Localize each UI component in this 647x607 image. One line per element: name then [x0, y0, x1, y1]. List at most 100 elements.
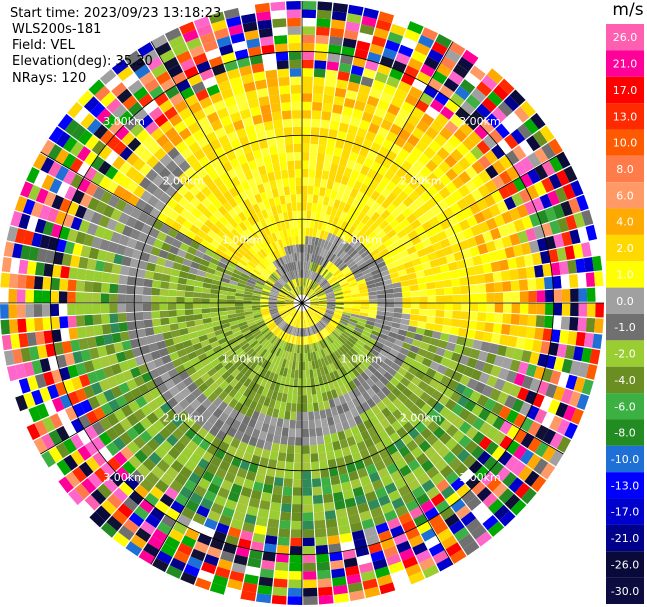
range-gate	[344, 497, 357, 508]
range-gate	[244, 332, 253, 340]
range-gate	[15, 394, 28, 412]
range-gate	[310, 300, 319, 303]
range-gate	[254, 524, 267, 535]
range-gate	[519, 303, 529, 314]
range-gate	[462, 540, 480, 556]
range-gate	[268, 264, 276, 272]
range-gate	[309, 143, 318, 153]
range-gate	[248, 462, 259, 474]
range-gate	[437, 339, 448, 350]
range-gate	[234, 430, 244, 441]
range-gate	[138, 336, 148, 347]
range-gate	[287, 351, 292, 361]
range-gate	[154, 446, 168, 459]
range-gate	[310, 297, 319, 301]
range-gate	[118, 382, 131, 395]
range-gate	[252, 383, 261, 393]
range-gate	[230, 437, 241, 449]
range-gate	[472, 431, 486, 445]
colorbar-tick-label: 26.0	[613, 31, 638, 44]
range-gate	[552, 275, 562, 289]
range-gate	[485, 426, 499, 441]
range-gate	[256, 183, 266, 194]
range-gate	[184, 303, 194, 310]
range-gate	[309, 436, 317, 446]
range-gate	[253, 314, 263, 319]
range-gate	[180, 387, 192, 398]
range-gate	[159, 296, 168, 303]
range-gate	[401, 255, 412, 264]
range-gate	[338, 239, 347, 249]
range-gate	[180, 58, 196, 72]
range-gate	[265, 245, 273, 254]
range-gate	[222, 273, 232, 280]
range-gate	[535, 315, 545, 328]
range-gate	[452, 294, 462, 303]
range-gate	[308, 361, 313, 370]
range-gate	[245, 249, 255, 259]
range-gate	[360, 165, 370, 176]
range-gate	[174, 255, 185, 265]
range-gate	[210, 316, 220, 323]
range-gate	[426, 466, 440, 479]
range-gate	[352, 240, 362, 250]
range-gate	[396, 202, 408, 213]
range-gate	[350, 287, 360, 293]
range-gate	[502, 471, 518, 488]
range-gate	[374, 256, 384, 265]
range-gate	[239, 276, 249, 282]
range-gate	[312, 351, 318, 361]
range-gate	[474, 381, 486, 394]
range-gate	[323, 94, 334, 104]
range-gate	[278, 409, 285, 419]
range-gate	[458, 354, 470, 366]
range-gate	[76, 268, 87, 281]
range-gate	[361, 381, 371, 391]
range-gate	[445, 411, 459, 424]
range-gate	[459, 374, 471, 387]
range-gate	[385, 298, 395, 303]
range-gate	[231, 562, 247, 574]
range-gate	[504, 134, 519, 150]
range-gate	[369, 264, 379, 272]
range-gate	[240, 486, 253, 498]
range-gate	[367, 426, 378, 438]
range-gate	[339, 263, 348, 272]
range-gate	[275, 280, 284, 288]
range-gate	[180, 147, 193, 160]
range-gate	[153, 325, 163, 335]
range-gate	[271, 442, 280, 453]
range-gate	[208, 169, 220, 181]
range-gate	[227, 365, 237, 375]
range-gate	[201, 303, 210, 309]
field-label: Field: VEL	[12, 38, 75, 53]
range-gate	[393, 532, 408, 546]
range-gate	[49, 413, 63, 429]
range-gate	[190, 548, 206, 562]
range-gate	[288, 51, 301, 61]
range-gate	[290, 227, 295, 237]
range-gate	[272, 434, 281, 444]
range-gate	[572, 243, 584, 259]
range-gate	[356, 172, 367, 184]
range-gate	[284, 263, 290, 273]
range-gate	[261, 112, 273, 123]
range-gate	[306, 327, 309, 337]
range-gate	[209, 298, 219, 303]
range-gate	[343, 213, 352, 223]
range-gate	[241, 13, 257, 24]
range-gate	[278, 309, 287, 314]
range-gate	[344, 244, 353, 253]
range-gate	[100, 522, 118, 538]
range-gate	[196, 367, 207, 377]
range-gate	[276, 545, 290, 555]
range-gate	[354, 100, 366, 112]
range-gate	[213, 234, 224, 244]
range-gate	[465, 518, 482, 533]
range-gate	[436, 557, 453, 572]
range-gate	[8, 273, 19, 289]
range-gate	[196, 229, 207, 239]
range-gate	[243, 397, 253, 408]
range-gate	[282, 229, 288, 239]
range-gate	[433, 273, 443, 282]
